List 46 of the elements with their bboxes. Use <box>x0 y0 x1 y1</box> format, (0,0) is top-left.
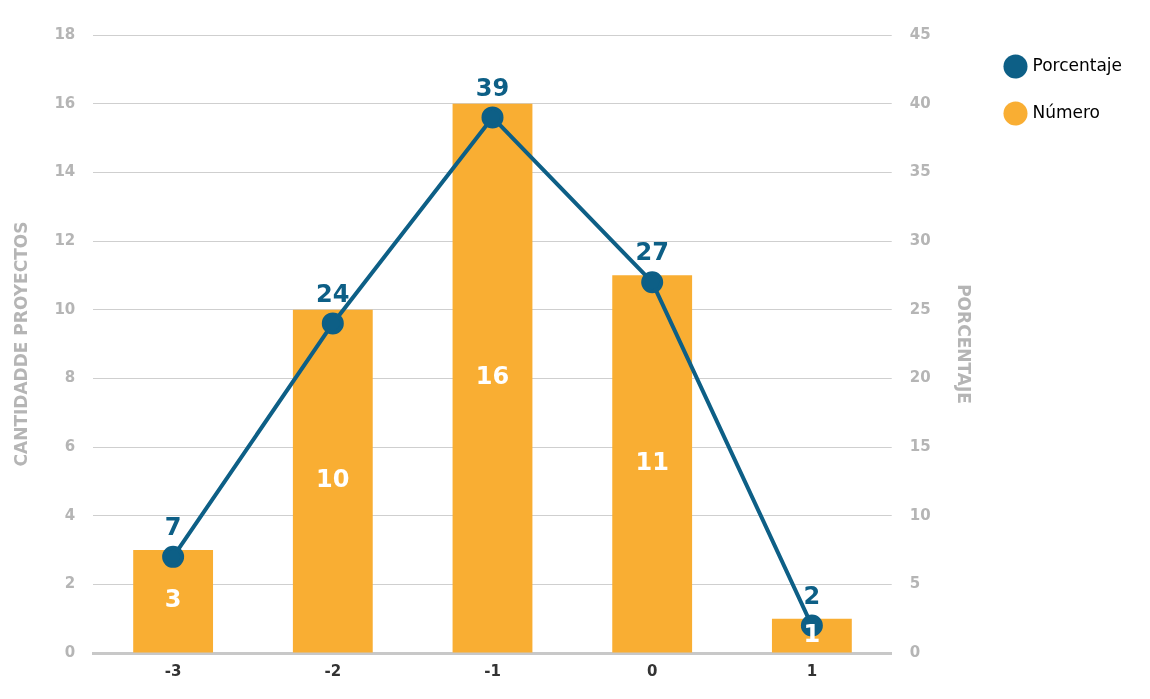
y2-tick-label: 40 <box>909 93 931 112</box>
y2-tick-label: 0 <box>909 642 921 661</box>
x-tick-label: -2 <box>324 661 342 680</box>
y-tick-label: 18 <box>54 24 76 43</box>
legend-label: Número <box>1032 101 1101 122</box>
y2-tick-label: 30 <box>909 230 931 249</box>
y2-tick-label: 5 <box>909 574 921 593</box>
bar <box>612 275 693 653</box>
y-tick-label: 8 <box>64 368 76 387</box>
point <box>481 106 504 129</box>
x-tick-label: -1 <box>484 661 501 680</box>
data-label: 39 <box>475 73 510 102</box>
y2-tick-label: 15 <box>909 436 931 455</box>
data-label: 24 <box>316 279 350 308</box>
y-tick-label: 10 <box>54 299 76 318</box>
y2-tick-label: 10 <box>909 505 931 524</box>
y-tick-label: 4 <box>64 505 76 524</box>
y2-tick-label: 25 <box>909 299 931 318</box>
data-label: 27 <box>635 238 669 267</box>
point <box>321 312 344 335</box>
x-tick-label: 0 <box>646 661 658 680</box>
y-tick-label: 14 <box>54 162 76 181</box>
bar <box>133 550 214 653</box>
data-label: 16 <box>475 362 510 391</box>
bar <box>292 309 373 653</box>
y2-tick-label: 45 <box>909 24 931 43</box>
y2-tick-label: 20 <box>909 368 931 387</box>
legend-label: Porcentaje <box>1032 54 1123 75</box>
data-label: 7 <box>164 513 182 542</box>
bar <box>452 103 533 653</box>
point <box>641 271 664 294</box>
y2-tick-label: 35 <box>909 162 931 181</box>
y-tick-label: 2 <box>64 574 76 593</box>
y-tick-label: 0 <box>64 642 76 661</box>
y-tick-label: 16 <box>54 93 76 112</box>
x-tick-label: 1 <box>806 661 818 680</box>
data-label: 2 <box>803 581 821 610</box>
y-tick-label: 6 <box>64 436 76 455</box>
y-tick-label: 12 <box>54 230 76 249</box>
data-label: 11 <box>635 448 669 477</box>
data-label: 10 <box>316 465 350 494</box>
y-axis-title: CANTIDADDE PROYECTOS <box>10 221 31 467</box>
point <box>162 545 185 568</box>
data-label: 3 <box>164 585 182 614</box>
x-tick-label: -3 <box>164 661 182 680</box>
y2-axis-title: PORCENTAJE <box>954 284 975 404</box>
